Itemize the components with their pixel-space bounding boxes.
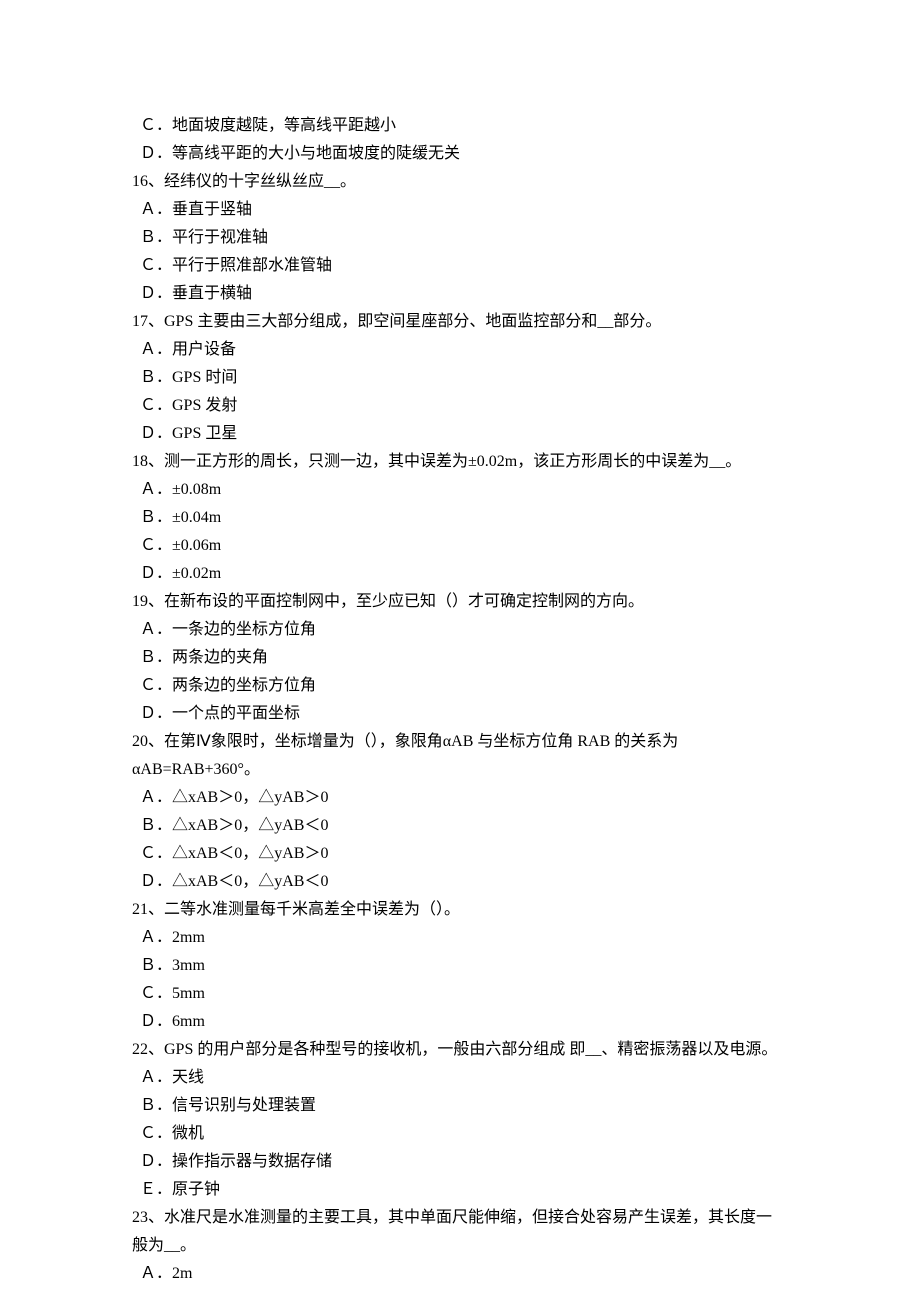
q16-option-d: Ｄ．垂直于横轴	[132, 280, 780, 308]
q19-option-b: Ｂ．两条边的夹角	[132, 644, 780, 672]
q17-stem: 17、GPS 主要由三大部分组成，即空间星座部分、地面监控部分和__部分。	[132, 308, 780, 336]
q23-option-a: Ａ．2m	[132, 1260, 780, 1288]
q23-stem: 23、水准尺是水准测量的主要工具，其中单面尺能伸缩，但接合处容易产生误差，其长度…	[132, 1204, 780, 1260]
q19-option-a: Ａ．一条边的坐标方位角	[132, 616, 780, 644]
q18-option-d: Ｄ．±0.02m	[132, 560, 780, 588]
document-page: Ｃ．地面坡度越陡，等高线平距越小 Ｄ．等高线平距的大小与地面坡度的陡缓无关 16…	[0, 0, 920, 1288]
q20-option-d: Ｄ．△xAB＜0，△yAB＜0	[132, 868, 780, 896]
q22-stem: 22、GPS 的用户部分是各种型号的接收机，一般由六部分组成 即__、精密振荡器…	[132, 1036, 780, 1064]
q22-option-e: Ｅ．原子钟	[132, 1176, 780, 1204]
q15-option-d: Ｄ．等高线平距的大小与地面坡度的陡缓无关	[132, 140, 780, 168]
q22-option-c: Ｃ．微机	[132, 1120, 780, 1148]
q18-option-c: Ｃ．±0.06m	[132, 532, 780, 560]
q17-option-a: Ａ．用户设备	[132, 336, 780, 364]
q16-stem: 16、经纬仪的十字丝纵丝应__。	[132, 168, 780, 196]
q19-option-c: Ｃ．两条边的坐标方位角	[132, 672, 780, 700]
q16-option-c: Ｃ．平行于照准部水准管轴	[132, 252, 780, 280]
q16-option-b: Ｂ．平行于视准轴	[132, 224, 780, 252]
q17-option-b: Ｂ．GPS 时间	[132, 364, 780, 392]
q20-option-c: Ｃ．△xAB＜0，△yAB＞0	[132, 840, 780, 868]
q21-option-b: Ｂ．3mm	[132, 952, 780, 980]
q21-option-c: Ｃ．5mm	[132, 980, 780, 1008]
q19-stem: 19、在新布设的平面控制网中，至少应已知（）才可确定控制网的方向。	[132, 588, 780, 616]
q20-option-a: Ａ．△xAB＞0，△yAB＞0	[132, 784, 780, 812]
q22-option-b: Ｂ．信号识别与处理装置	[132, 1092, 780, 1120]
q21-option-d: Ｄ．6mm	[132, 1008, 780, 1036]
q20-option-b: Ｂ．△xAB＞0，△yAB＜0	[132, 812, 780, 840]
q19-option-d: Ｄ．一个点的平面坐标	[132, 700, 780, 728]
q20-stem: 20、在第Ⅳ象限时，坐标增量为（），象限角αAB 与坐标方位角 RAB 的关系为…	[132, 728, 780, 784]
q18-option-a: Ａ．±0.08m	[132, 476, 780, 504]
q16-option-a: Ａ．垂直于竖轴	[132, 196, 780, 224]
q22-option-d: Ｄ．操作指示器与数据存储	[132, 1148, 780, 1176]
q17-option-c: Ｃ．GPS 发射	[132, 392, 780, 420]
q21-option-a: Ａ．2mm	[132, 924, 780, 952]
q15-option-c: Ｃ．地面坡度越陡，等高线平距越小	[132, 112, 780, 140]
q22-option-a: Ａ．天线	[132, 1064, 780, 1092]
q17-option-d: Ｄ．GPS 卫星	[132, 420, 780, 448]
q18-option-b: Ｂ．±0.04m	[132, 504, 780, 532]
q21-stem: 21、二等水准测量每千米高差全中误差为（）。	[132, 896, 780, 924]
q18-stem: 18、测一正方形的周长，只测一边，其中误差为±0.02m，该正方形周长的中误差为…	[132, 448, 780, 476]
